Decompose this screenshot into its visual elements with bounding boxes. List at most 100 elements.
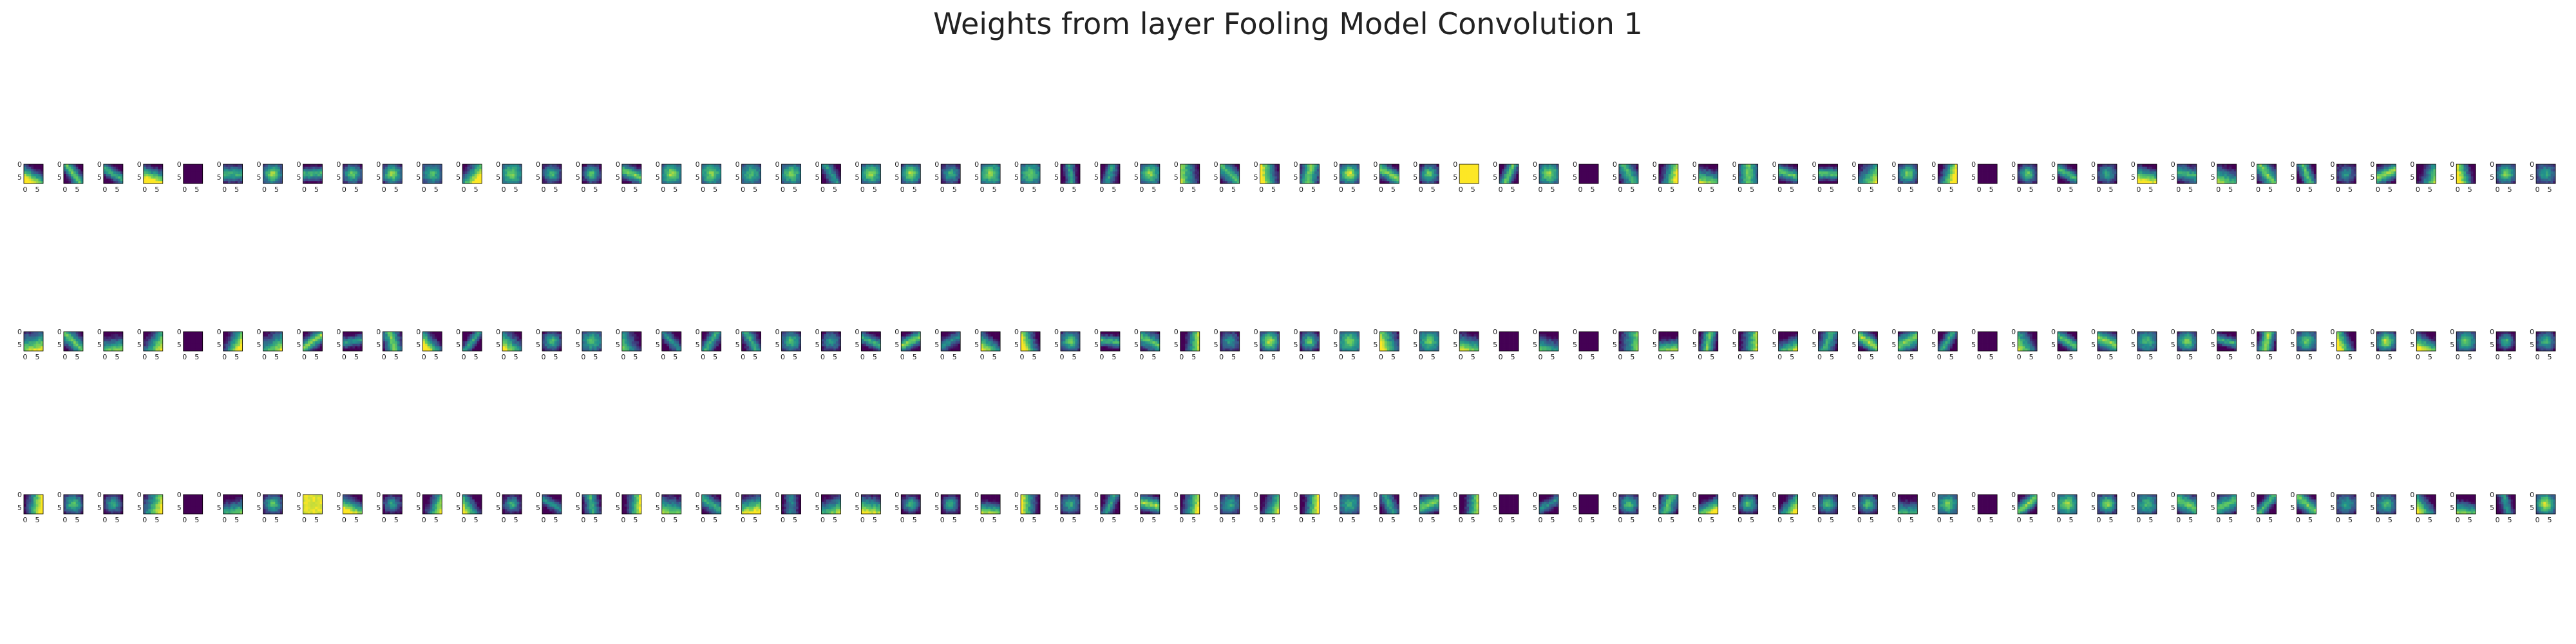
kernel-cell [958,176,961,179]
kernel-cell [901,176,904,179]
kernel-cell [1276,181,1280,184]
kernel-cell [2192,178,2195,182]
kernel-cell [1349,174,1352,177]
kernel-cell [432,176,435,179]
kernel-cell [31,343,34,346]
y-tick-label: 5 [1174,173,1179,182]
kernel-cell [2139,166,2143,169]
kernel-cell [1713,169,1716,172]
x-tick-label: 5 [2268,185,2273,194]
kernel-cell [2257,181,2260,184]
kernel-cell [2344,169,2347,172]
kernel-cell [1305,178,1308,182]
kernel-cell [190,176,193,179]
kernel-cell [2461,178,2464,182]
x-tick-label: 0 [222,353,227,361]
kernel-cell [350,181,353,184]
kernel-cell [155,339,158,342]
kernel-cell [1349,166,1352,169]
kernel-cell [143,343,146,346]
kernel-cell [232,341,236,345]
kernel-cell [1063,166,1066,169]
kernel-cell [990,166,994,169]
kernel-cell [2219,181,2222,184]
kernel-cell [158,164,161,167]
kernel-cell [397,178,400,182]
tile-frame [303,164,323,184]
kernel-cell [2065,176,2068,179]
kernel-cell [146,166,149,169]
kernel-cell [1593,181,1596,184]
kernel-cell [230,171,233,175]
kernel-cell [1621,166,1624,169]
kernel-cell [1745,176,1748,179]
kernel-cell [2259,181,2262,184]
kernel-cell [195,346,198,349]
kernel-cell [2503,164,2506,167]
kernel-cell [1910,164,1913,167]
kernel-cell [1578,169,1582,172]
kernel-cell [1340,181,1343,184]
kernel-cell [714,166,717,169]
tile-frame [860,164,881,184]
kernel-cell [279,178,283,182]
kernel-cell [1750,164,1754,167]
kernel-cell [66,176,69,179]
kernel-tile: 050 5 [576,160,602,194]
kernel-cell [1140,169,1143,172]
kernel-cell [871,178,874,182]
kernel-cell [744,164,747,167]
kernel-cell [945,169,949,172]
kernel-cell [1870,169,1873,172]
kernel-cell [307,339,310,342]
y-tick-label: 0 [376,160,381,169]
kernel-cell [711,181,714,184]
kernel-cell [2224,181,2227,184]
kernel-cell [2154,169,2157,172]
kernel-cell [1396,178,1399,182]
kernel-cell [824,164,827,167]
kernel-cell [106,336,109,339]
kernel-cell [193,169,196,172]
kernel-cell [1626,169,1629,172]
kernel-cell [1108,169,1111,172]
kernel-cell [427,169,430,172]
kernel-cell [106,178,109,182]
kernel-cell [629,181,632,184]
kernel-cell [2271,174,2275,177]
kernel-cell [2072,164,2075,167]
kernel-cell [66,348,69,352]
y-tick-label: 0 [1852,160,1856,169]
kernel-cell [1060,178,1064,182]
kernel-cell [507,176,510,179]
kernel-cell [1790,181,1794,184]
tile-frame [821,164,841,184]
kernel-cell [265,336,269,339]
kernel-cell [913,181,916,184]
kernel-cell [1185,176,1188,179]
kernel-cell [1703,176,1707,179]
kernel-cell [317,176,320,179]
kernel-cell [2025,176,2028,179]
kernel-cell [153,164,156,167]
kernel-cell [2149,166,2152,169]
kernel-cell [1117,169,1121,172]
kernel-cell [2503,171,2506,175]
kernel-cell [509,169,513,172]
kernel-cell [263,171,266,175]
kernel-cell [1197,171,1200,175]
kernel-cell [1356,171,1359,175]
kernel-cell [1703,169,1707,172]
kernel-cell [272,334,276,337]
kernel-cell [1908,164,1911,167]
kernel-cell [716,166,719,169]
kernel-cell [2257,164,2260,167]
x-tick-label: 5 [2188,185,2193,194]
kernel-cell [1832,164,1836,167]
kernel-cell [319,181,323,184]
kernel-cell [661,164,665,167]
kernel-cell [432,181,435,184]
kernel-cell [200,166,203,169]
kernel-cell [1631,169,1634,172]
kernel-cell [2259,174,2262,177]
